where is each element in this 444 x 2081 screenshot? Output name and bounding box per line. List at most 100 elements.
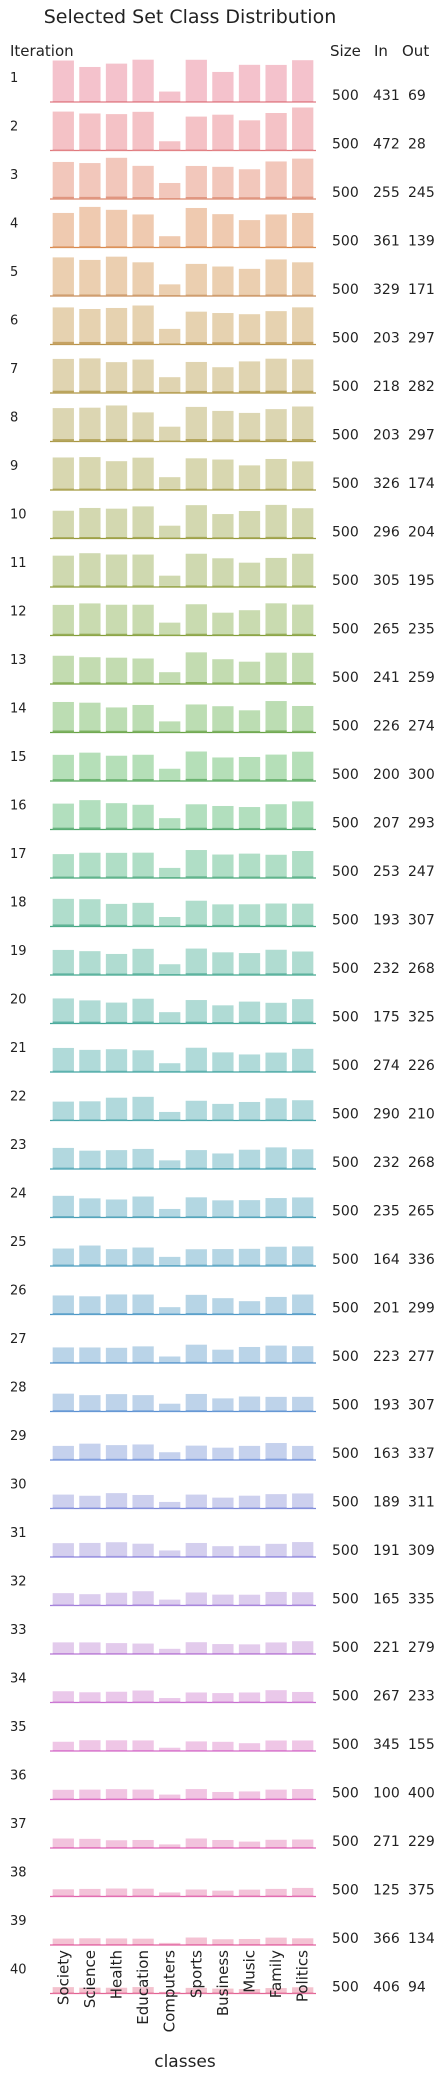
class-bar bbox=[159, 622, 181, 636]
class-bar bbox=[185, 165, 207, 199]
class-bar-accent bbox=[159, 198, 181, 199]
class-bar-accent bbox=[159, 343, 181, 345]
class-bar bbox=[292, 1938, 314, 1945]
class-bar-accent bbox=[159, 246, 181, 248]
class-bar-accent bbox=[132, 585, 154, 587]
class-bar-accent bbox=[238, 488, 261, 490]
class-bar-accent bbox=[292, 973, 314, 975]
class-bar-accent bbox=[185, 730, 207, 733]
class-bar-accent bbox=[212, 827, 234, 830]
size-column-header: Size bbox=[330, 42, 361, 60]
class-bar bbox=[265, 1198, 287, 1218]
class-bar bbox=[238, 953, 261, 975]
in-value: 175 bbox=[373, 1010, 400, 1026]
class-bar bbox=[79, 358, 101, 393]
class-bar-accent bbox=[185, 1798, 207, 1800]
class-bar bbox=[292, 1839, 314, 1848]
class-bar-accent bbox=[185, 1653, 207, 1654]
class-bar bbox=[159, 1747, 181, 1751]
iteration-label: 26 bbox=[10, 1284, 27, 1299]
class-bar-accent bbox=[52, 1070, 74, 1072]
class-bar bbox=[105, 1002, 128, 1024]
class-bar-accent bbox=[105, 1604, 128, 1606]
iteration-label: 36 bbox=[10, 1769, 27, 1784]
class-bar-accent bbox=[105, 633, 128, 636]
out-value: 259 bbox=[408, 670, 435, 686]
size-value: 500 bbox=[332, 331, 359, 347]
class-bar-accent bbox=[105, 537, 128, 539]
class-bar-accent bbox=[105, 1361, 128, 1363]
class-bar-accent bbox=[52, 341, 74, 345]
class-bar bbox=[52, 1347, 74, 1363]
class-bar bbox=[52, 1494, 74, 1509]
class-bar-accent bbox=[212, 973, 234, 975]
class-bar bbox=[292, 1542, 314, 1557]
class-bar-accent bbox=[292, 1119, 314, 1121]
class-bar-accent bbox=[185, 488, 207, 490]
size-value: 500 bbox=[332, 428, 359, 444]
class-bar-accent bbox=[105, 294, 128, 296]
class-bar-accent bbox=[79, 1458, 101, 1460]
class-bar-accent bbox=[238, 1750, 261, 1751]
class-bar-accent bbox=[79, 924, 101, 927]
class-bar bbox=[292, 1100, 314, 1121]
class-bar-accent bbox=[185, 342, 207, 345]
out-value: 226 bbox=[408, 1058, 435, 1074]
class-bar bbox=[265, 1443, 287, 1460]
class-bar-accent bbox=[52, 585, 74, 587]
iteration-label: 4 bbox=[10, 217, 18, 232]
class-bar-accent bbox=[52, 101, 74, 102]
class-bar-accent bbox=[132, 1604, 154, 1606]
class-bar bbox=[292, 751, 314, 781]
class-bar-accent bbox=[159, 1604, 181, 1606]
class-bar-accent bbox=[159, 877, 181, 878]
class-bar-accent bbox=[212, 634, 234, 636]
class-bar-accent bbox=[238, 1264, 261, 1266]
size-value: 500 bbox=[332, 1349, 359, 1365]
class-bar bbox=[159, 721, 181, 733]
class-bar-accent bbox=[238, 779, 261, 781]
class-bar bbox=[132, 1247, 154, 1266]
class-bar-accent bbox=[105, 1750, 128, 1751]
class-bar-accent bbox=[52, 1555, 74, 1557]
out-value: 282 bbox=[408, 379, 435, 395]
class-bar bbox=[238, 1889, 261, 1897]
class-bar-accent bbox=[265, 1944, 287, 1945]
class-bar bbox=[52, 1147, 74, 1169]
class-bar-accent bbox=[79, 196, 101, 199]
class-bar bbox=[238, 807, 261, 830]
class-bar bbox=[105, 1888, 128, 1897]
class-bar-accent bbox=[292, 488, 314, 490]
class-bar-accent bbox=[132, 390, 154, 393]
class-bar bbox=[159, 672, 181, 684]
iteration-label: 12 bbox=[10, 605, 27, 620]
class-bar bbox=[265, 1396, 287, 1412]
class-bar-accent bbox=[265, 1458, 287, 1460]
category-tick-label: Politics bbox=[294, 1950, 312, 2002]
class-bar bbox=[105, 1249, 128, 1266]
class-bar bbox=[52, 257, 74, 296]
class-bar bbox=[212, 367, 234, 393]
class-bar-accent bbox=[238, 731, 261, 733]
iteration-label: 27 bbox=[10, 1332, 27, 1347]
iteration-label: 34 bbox=[10, 1672, 27, 1687]
class-bar bbox=[238, 268, 261, 296]
class-bar-accent bbox=[79, 537, 101, 539]
class-bar bbox=[79, 1838, 101, 1848]
class-bar-accent bbox=[185, 1458, 207, 1460]
class-bar bbox=[292, 1048, 314, 1072]
class-bar bbox=[79, 163, 101, 199]
iteration-label: 32 bbox=[10, 1575, 27, 1590]
in-value: 296 bbox=[373, 525, 400, 541]
class-bar-accent bbox=[132, 827, 154, 830]
class-bar-accent bbox=[79, 1167, 101, 1169]
class-bar-accent bbox=[79, 1313, 101, 1315]
class-bar-accent bbox=[105, 196, 128, 199]
class-bar-accent bbox=[185, 1119, 207, 1121]
class-bar-accent bbox=[265, 827, 287, 830]
out-value: 155 bbox=[408, 1737, 435, 1753]
class-bar bbox=[265, 1147, 287, 1169]
class-bar-accent bbox=[212, 1459, 234, 1460]
class-bar bbox=[159, 1794, 181, 1800]
iteration-label: 25 bbox=[10, 1235, 27, 1250]
